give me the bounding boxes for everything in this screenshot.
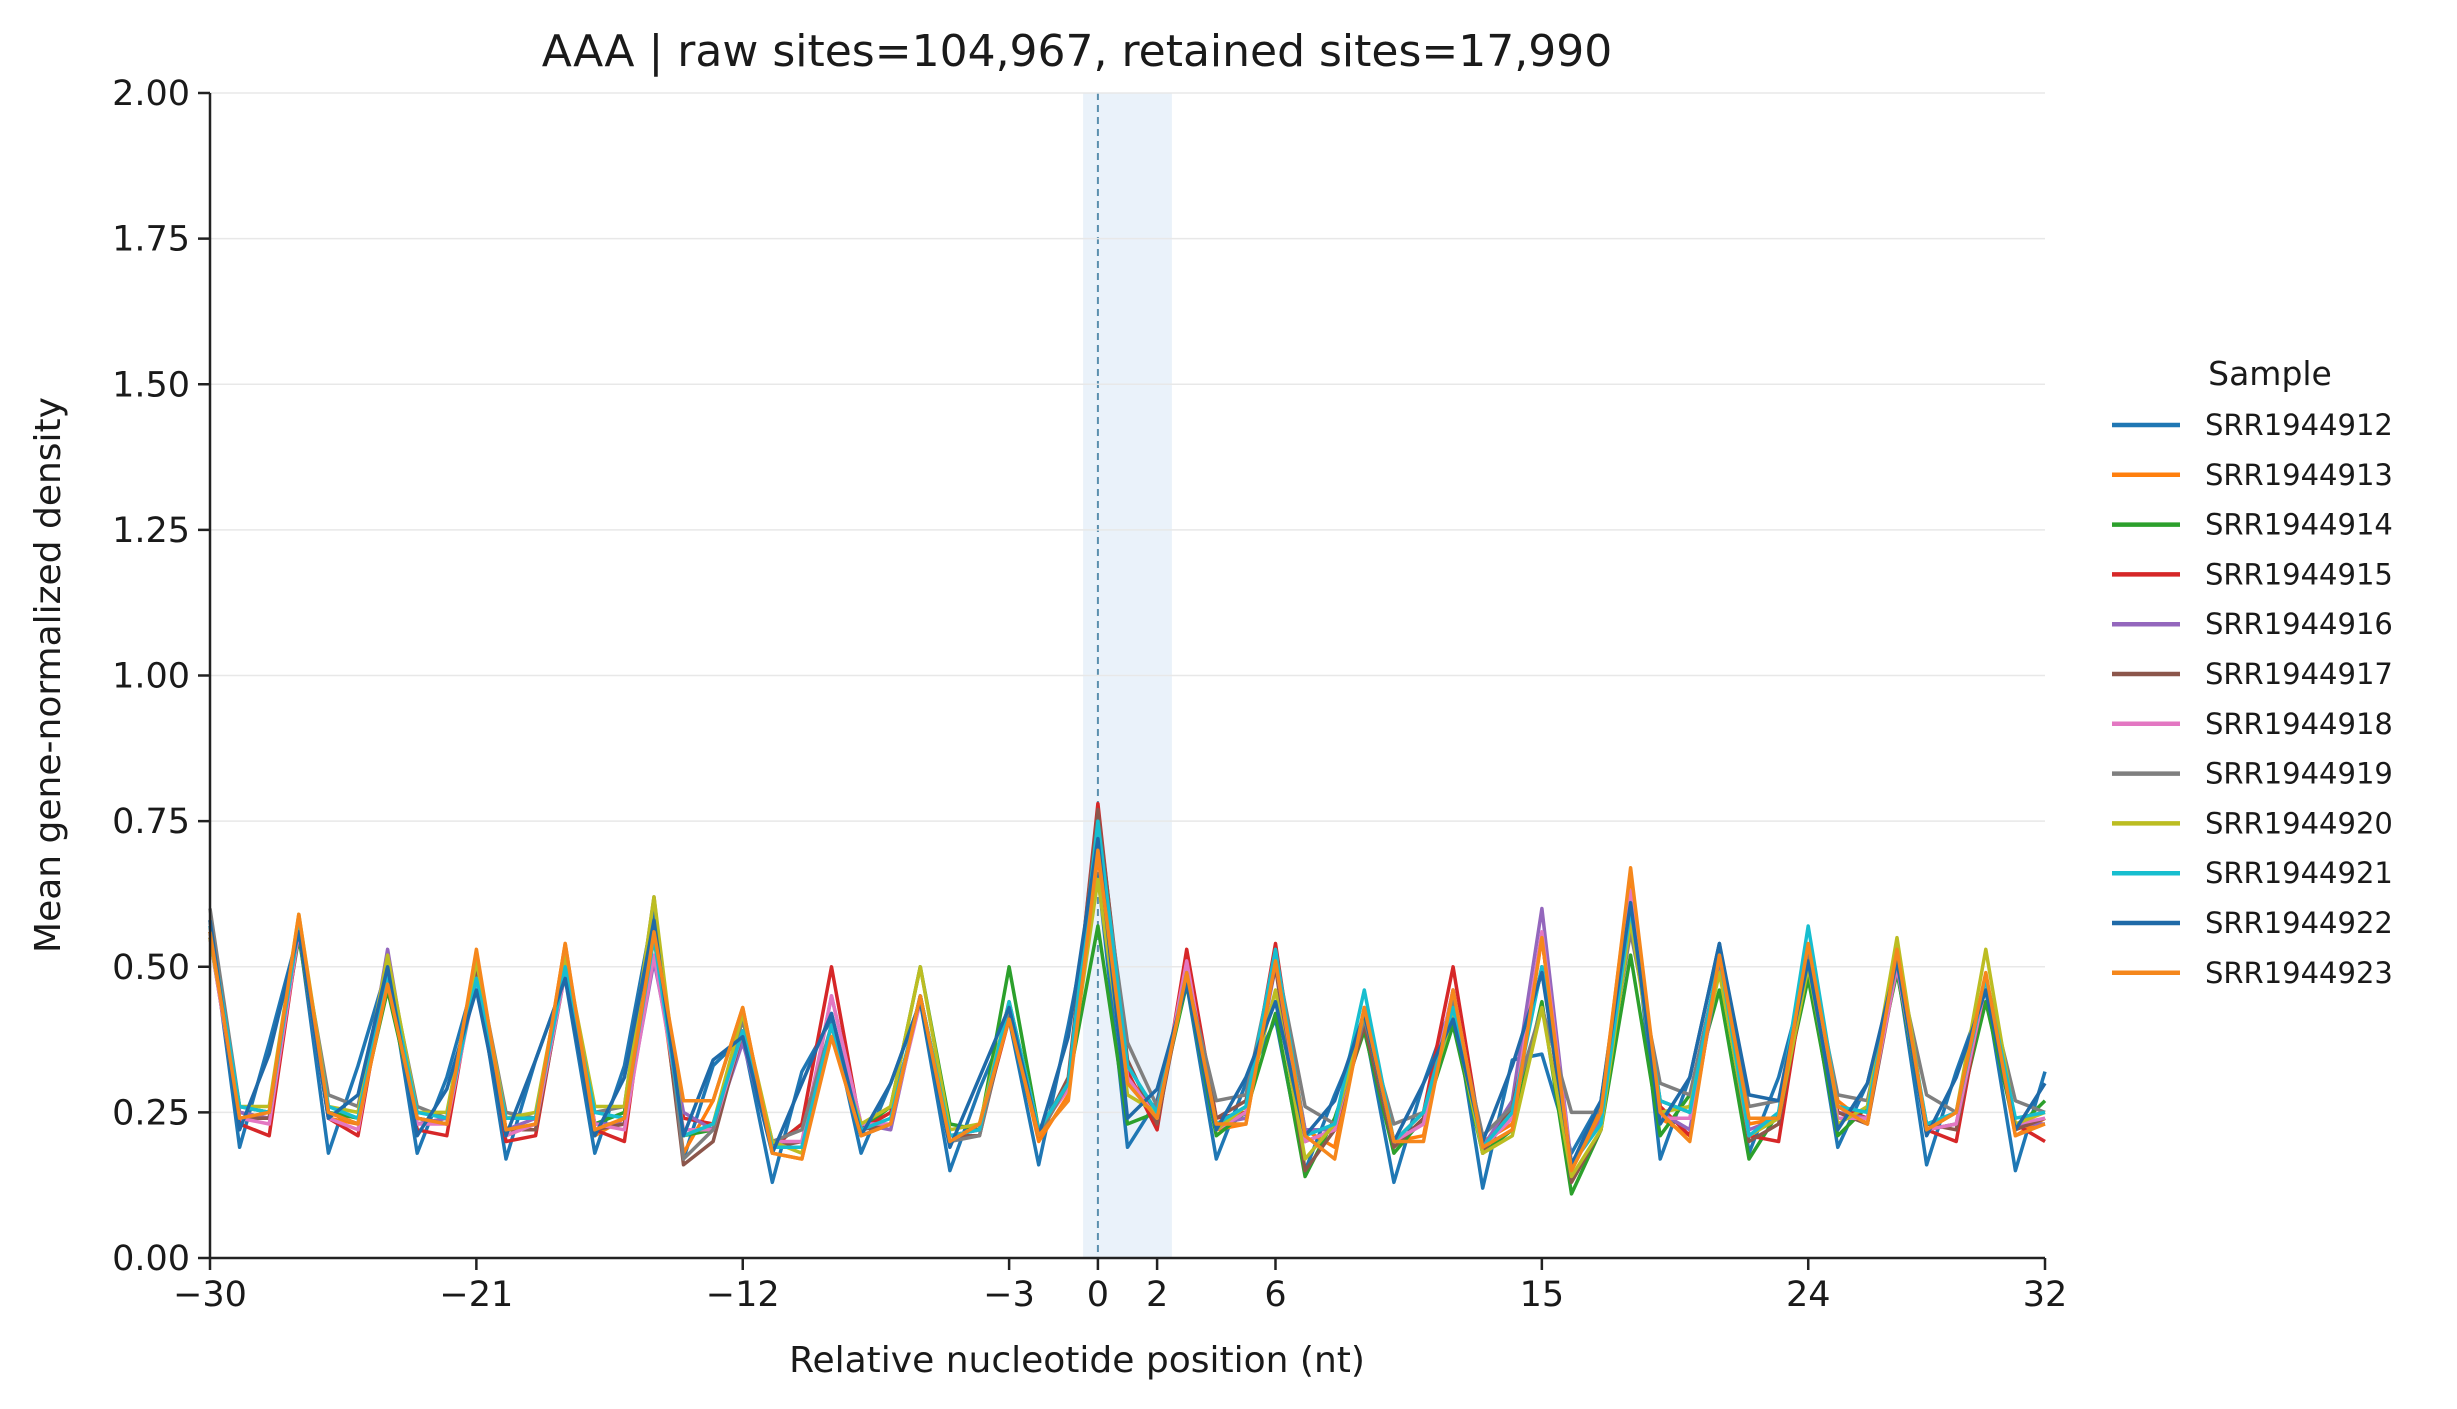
legend-label: SRR1944922 — [2205, 906, 2393, 940]
legend-label: SRR1944920 — [2205, 806, 2393, 840]
y-tick-label: 0.50 — [112, 948, 190, 988]
legend-label: SRR1944921 — [2205, 856, 2393, 890]
y-tick-label: 1.00 — [112, 657, 190, 697]
legend-label: SRR1944923 — [2205, 956, 2393, 990]
series-line-SRR1944921 — [208, 819, 2046, 1167]
series-line-SRR1944923 — [208, 848, 2046, 1173]
y-axis-label: Mean gene-normalized density — [28, 397, 69, 953]
legend-label: SRR1944915 — [2205, 557, 2393, 591]
y-tick-label: 1.50 — [112, 365, 190, 405]
x-tick-label: −3 — [983, 1275, 1035, 1315]
axes: 0.000.250.500.751.001.251.501.752.00−30−… — [112, 74, 2067, 1315]
x-tick-label: −12 — [706, 1275, 780, 1315]
x-axis-label: Relative nucleotide position (nt) — [789, 1340, 1365, 1381]
x-tick-label: 6 — [1264, 1275, 1286, 1315]
legend-label: SRR1944918 — [2205, 707, 2393, 741]
y-tick-label: 1.75 — [112, 220, 190, 260]
legend-label: SRR1944913 — [2205, 458, 2393, 492]
y-tick-label: 1.25 — [112, 511, 190, 551]
chart-title: AAA | raw sites=104,967, retained sites=… — [542, 26, 1612, 77]
y-tick-label: 0.25 — [112, 1093, 190, 1133]
series-lines — [208, 801, 2047, 1196]
y-tick-label: 0.00 — [112, 1239, 190, 1279]
x-tick-label: 0 — [1087, 1275, 1109, 1315]
legend-label: SRR1944912 — [2205, 408, 2393, 442]
series-line-SRR1944922 — [208, 836, 2047, 1167]
x-tick-label: −21 — [439, 1275, 513, 1315]
x-tick-label: 15 — [1520, 1275, 1565, 1315]
x-tick-label: 2 — [1146, 1275, 1168, 1315]
legend-label: SRR1944919 — [2205, 757, 2393, 791]
x-tick-label: 32 — [2023, 1275, 2068, 1315]
x-tick-label: −30 — [173, 1275, 247, 1315]
legend-label: SRR1944914 — [2205, 508, 2393, 542]
legend: Sample SRR1944912 SRR1944913 SRR1944914 SRR… — [2112, 354, 2393, 990]
x-tick-label: 24 — [1786, 1275, 1831, 1315]
y-tick-label: 2.00 — [112, 74, 190, 114]
y-tick-label: 0.75 — [112, 802, 190, 842]
legend-title: Sample — [2208, 354, 2332, 393]
legend-label: SRR1944916 — [2205, 607, 2393, 641]
legend-label: SRR1944917 — [2205, 657, 2393, 691]
